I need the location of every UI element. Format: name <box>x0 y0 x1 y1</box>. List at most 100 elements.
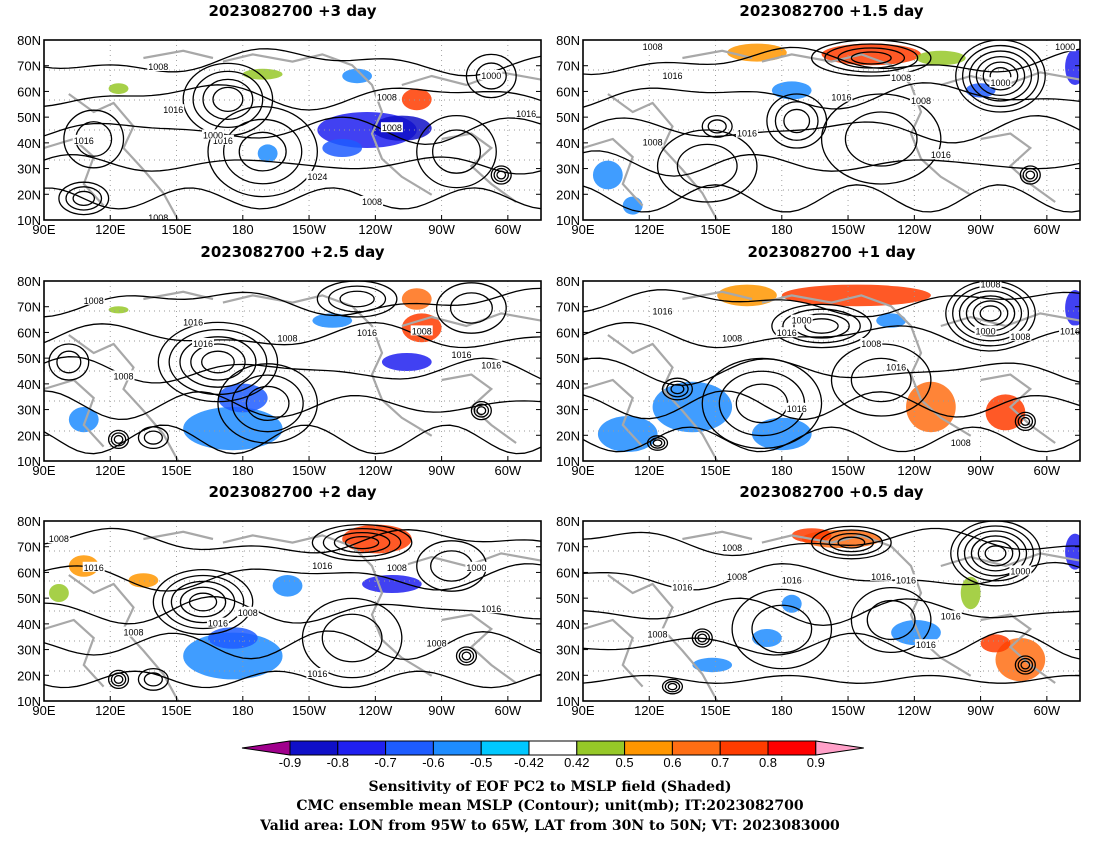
caption-line-1: Sensitivity of EOF PC2 to MSLP field (Sh… <box>368 779 731 795</box>
isobar-contour <box>473 403 490 418</box>
sensitivity-shading <box>401 88 432 111</box>
isobar-contour <box>824 43 919 73</box>
isobar-contour <box>170 580 236 624</box>
lon-tick-label: 90W <box>967 703 994 718</box>
isobar-contour <box>107 669 130 690</box>
contour-label: 1008 <box>148 213 168 223</box>
isobar-contour <box>666 380 689 398</box>
isobar-contour <box>461 651 472 661</box>
lon-tick-label: 150W <box>292 703 327 718</box>
contour-label: 1016 <box>516 109 536 119</box>
isobar-contour <box>977 540 1014 567</box>
isobar-contour <box>583 561 1080 591</box>
contour-label: 1016 <box>451 350 471 360</box>
sensitivity-shading <box>915 50 966 66</box>
contour-label: 1008 <box>891 73 911 83</box>
coastline <box>441 613 517 684</box>
contour-label-bg <box>425 637 448 648</box>
isobar-contour <box>979 305 1002 322</box>
lat-tick-label: 40N <box>556 617 580 632</box>
colorbar-segment <box>576 740 626 756</box>
contour-label: 1016 <box>896 575 916 585</box>
lat-tick-label: 70N <box>17 59 41 74</box>
lat-tick-label: 40N <box>17 136 41 151</box>
isobar-contour <box>664 680 681 693</box>
lat-tick-label: 50N <box>17 591 41 606</box>
lon-tick-label: 180 <box>232 463 254 478</box>
map-panel: 2023082700 +1.5 day 1008 1016 1008 1016 1000 1… <box>556 2 1081 237</box>
colorbar-tick-label: -0.42 <box>514 755 544 770</box>
lon-tick-label: 180 <box>232 703 254 718</box>
contour-label: 1008 <box>643 42 663 52</box>
isobar-contour <box>435 282 507 334</box>
lon-tick-label: 150E <box>161 463 192 478</box>
isobar-contour <box>179 336 257 388</box>
lat-tick-label: 80N <box>556 514 580 529</box>
isobar-contour <box>1020 416 1031 426</box>
colorbar-tick-label: -0.8 <box>327 755 349 770</box>
lat-tick-label: 30N <box>556 162 580 177</box>
lon-tick-label: 150W <box>292 222 327 237</box>
map-frame <box>582 280 1081 462</box>
lon-tick-label: 150W <box>831 703 866 718</box>
colorbar-segment <box>480 740 530 756</box>
isobar-contour <box>137 426 169 450</box>
sensitivity-shading <box>183 407 283 451</box>
contour-label: 1008 <box>49 534 69 544</box>
contour-label: 1016 <box>74 136 94 146</box>
isobar-contour <box>583 289 1080 318</box>
lat-tick-label: 10N <box>17 454 41 469</box>
coastline <box>441 132 517 203</box>
lat-tick-label: 30N <box>17 643 41 658</box>
contour-label: 1008 <box>951 438 971 448</box>
sensitivity-shading <box>980 634 1011 653</box>
coastline <box>682 530 753 541</box>
contour-label: 1008 <box>643 138 663 148</box>
sensitivity-shading <box>208 627 258 649</box>
isobar-contour <box>143 672 163 687</box>
contour-label-bg <box>974 325 997 336</box>
contour-label-bg <box>112 370 135 381</box>
lon-tick-label: 150E <box>700 463 731 478</box>
contour-label: 1016 <box>213 136 233 146</box>
contour-label: 1000 <box>466 563 486 573</box>
lat-tick-label: 60N <box>556 565 580 580</box>
isobar-contour <box>583 115 1080 144</box>
sensitivity-shading <box>401 288 432 310</box>
contour-label: 1008 <box>727 572 747 582</box>
contour-label-bg <box>909 95 932 106</box>
panel-title: 2023082700 +3 day <box>209 2 377 20</box>
isobar-contour <box>828 532 875 553</box>
lon-tick-label: 90E <box>571 463 594 478</box>
isobar-contour <box>970 535 1021 572</box>
isobar-contour <box>810 40 932 77</box>
contour-label-bg <box>306 668 329 678</box>
sensitivity-shading <box>362 575 422 593</box>
isobar-contour <box>321 613 383 663</box>
lon-tick-label: 90E <box>571 222 594 237</box>
lat-tick-label: 80N <box>556 33 580 48</box>
coastline <box>44 618 105 688</box>
contour-label: 1008 <box>387 563 407 573</box>
sensitivity-shading <box>108 306 129 314</box>
isobar-contour <box>661 377 693 401</box>
lat-tick-label: 60N <box>17 84 41 99</box>
contour-label-bg <box>450 348 473 359</box>
contour-label-bg <box>72 134 95 145</box>
contour-label: 1008 <box>238 608 258 618</box>
lon-tick-label: 120E <box>634 703 665 718</box>
contour-label-bg <box>949 437 972 447</box>
isobar-contour <box>751 604 813 654</box>
contour-label: 1016 <box>916 640 936 650</box>
map-panel: 2023082700 +3 day10081016101610001008100… <box>17 2 542 237</box>
contour-label-bg <box>671 581 694 592</box>
isobar-contour <box>161 574 245 630</box>
contour-label-bg <box>122 626 145 637</box>
isobar-contour <box>168 328 268 396</box>
contour-label: 1016 <box>831 93 851 103</box>
isobar-contour <box>217 363 318 444</box>
isobar-contour <box>850 51 892 65</box>
lon-tick-label: 90W <box>428 703 455 718</box>
isobar-contour <box>44 187 541 210</box>
contour-label: 1016 <box>871 572 891 582</box>
